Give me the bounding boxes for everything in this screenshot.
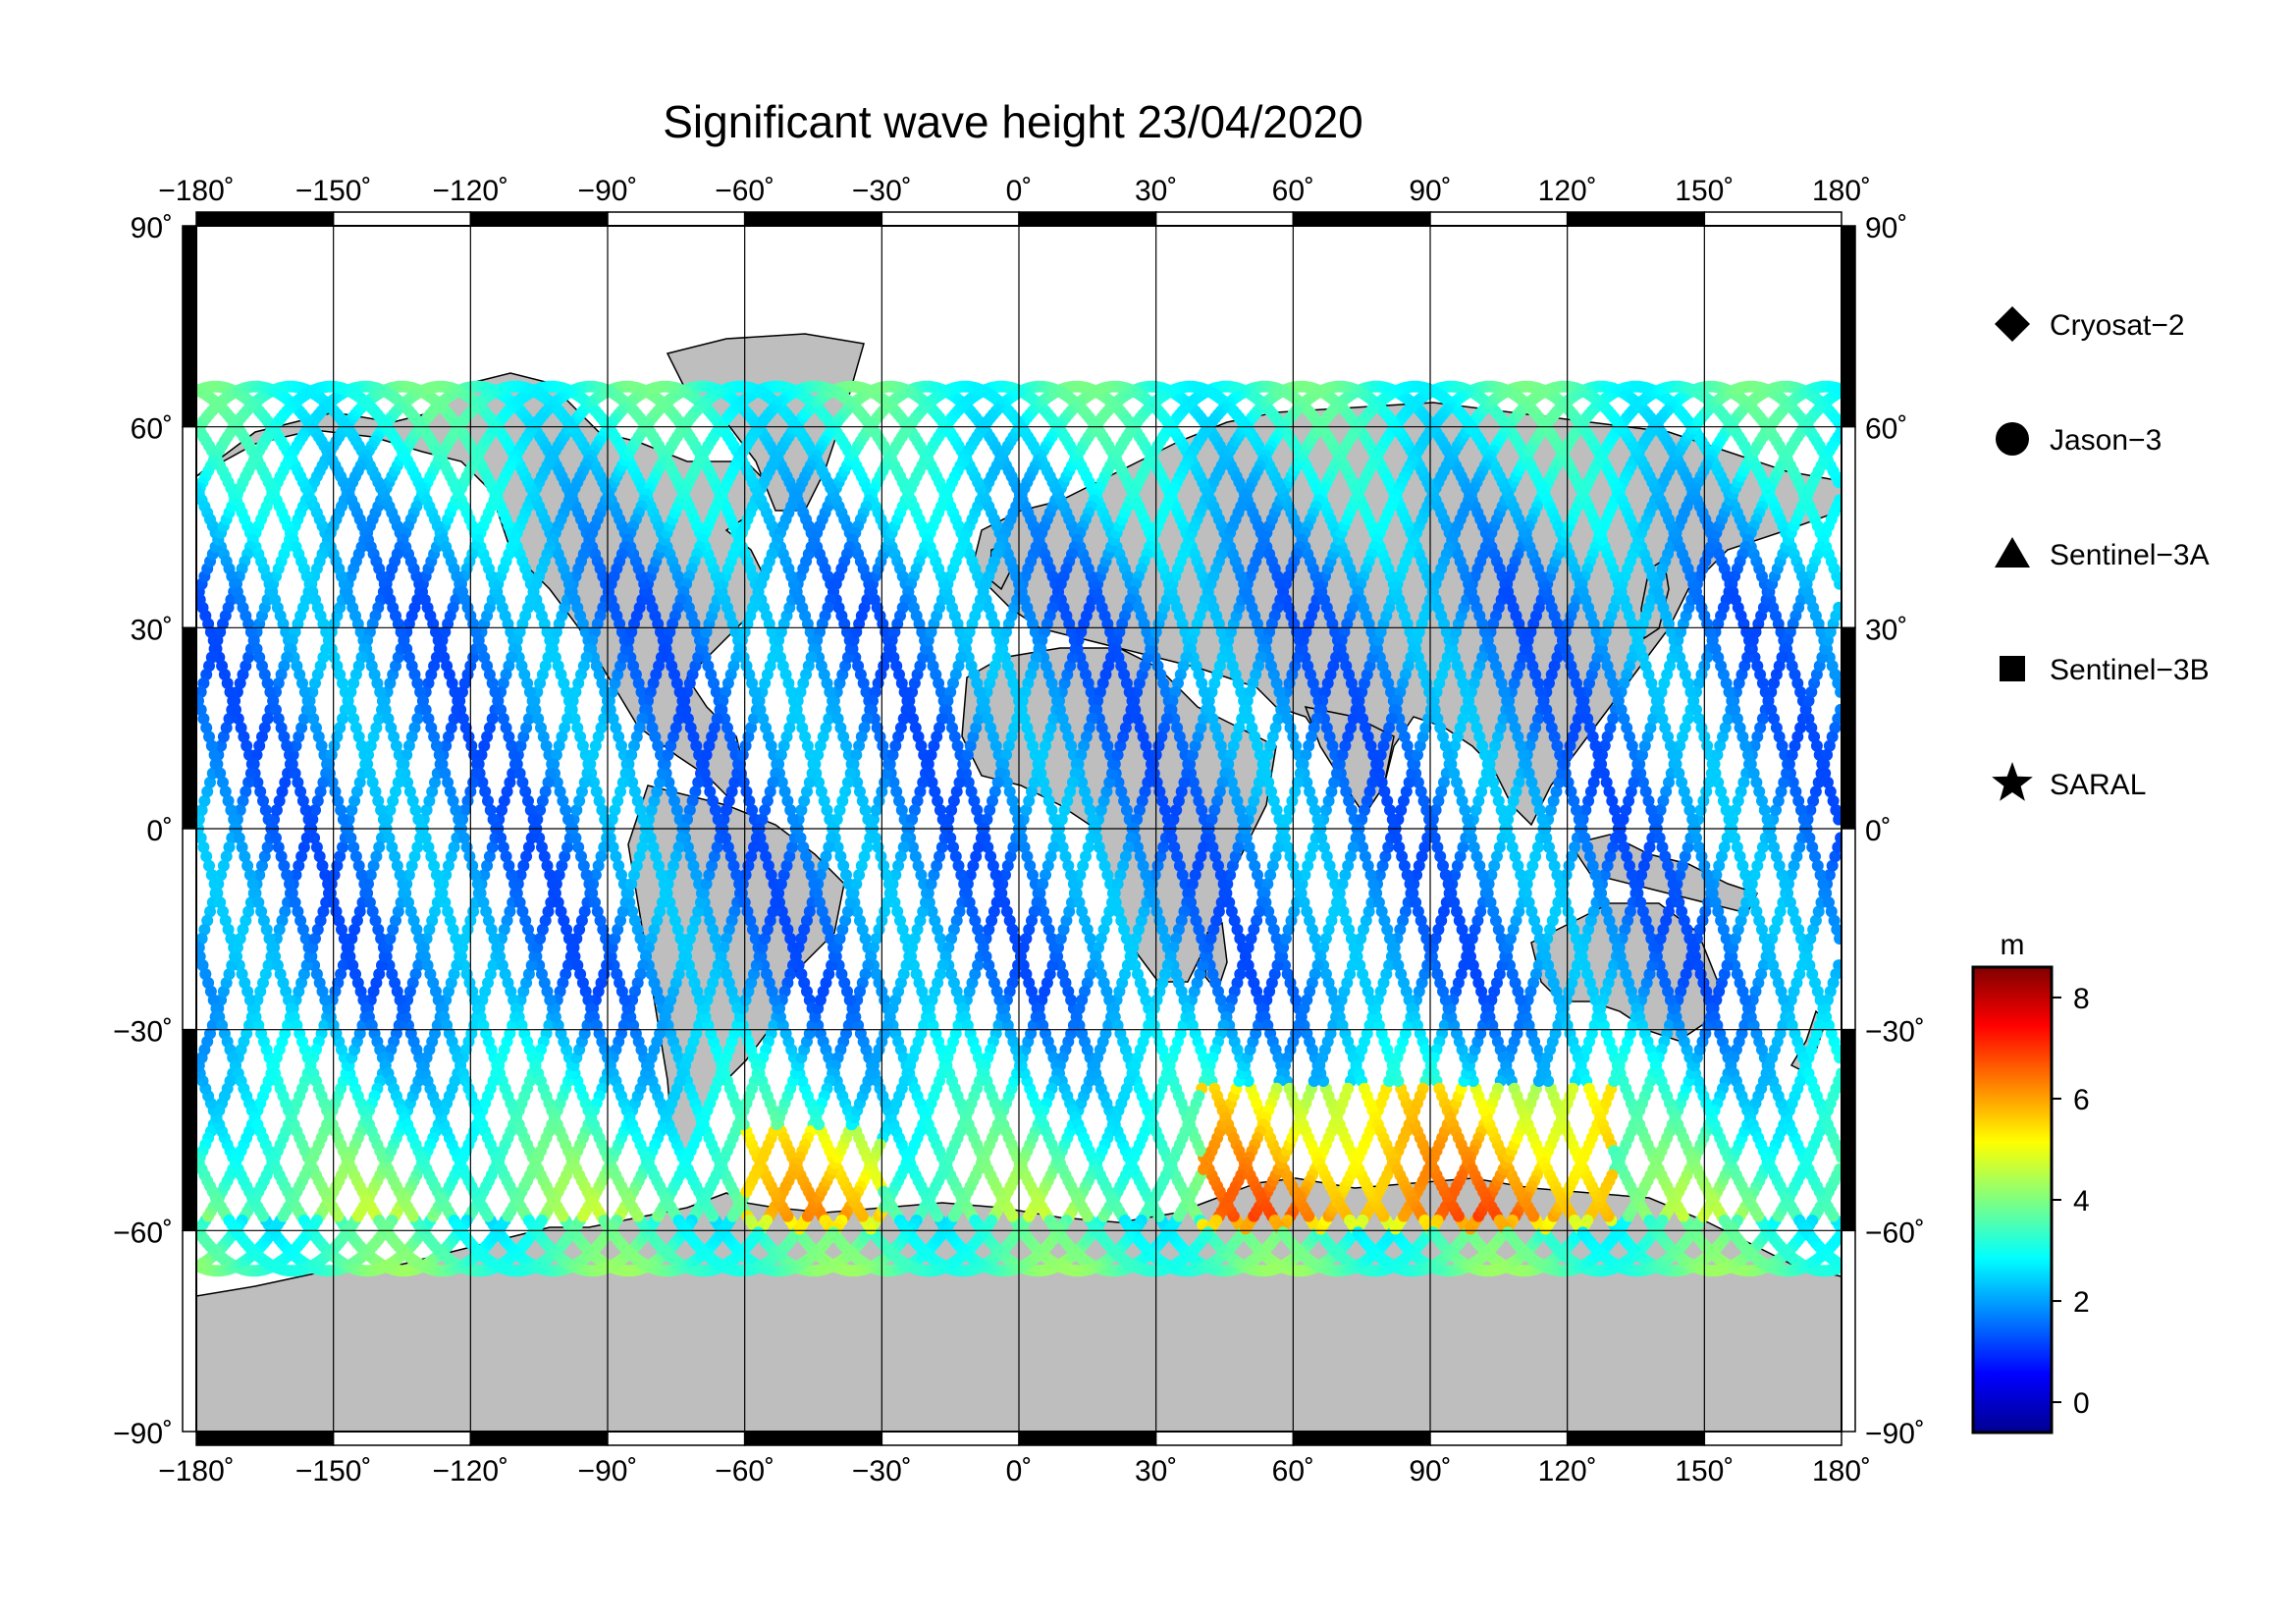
track-point [607,840,619,853]
track-point [1001,859,1014,872]
track-point [986,914,998,927]
track-point [1038,905,1050,918]
track-point [593,794,606,807]
track-point [628,914,641,927]
track-point [596,804,609,817]
track-point [571,722,584,734]
track-point [273,794,286,807]
track-point [1454,722,1467,734]
track-point [1045,933,1058,945]
track-point [1435,785,1448,798]
track-point [1056,968,1069,981]
track-point [969,968,982,981]
track-point [1004,850,1017,863]
track-point [576,739,589,752]
track-point [1021,850,1034,863]
track-point [279,776,292,788]
track-point [220,722,233,734]
track-point [1018,840,1031,853]
track-point [198,794,211,807]
track-point [972,959,985,972]
track-point [1824,785,1837,798]
track-point [1415,850,1428,863]
track-point [1399,905,1412,918]
track-point [196,813,205,826]
track-point [558,676,570,689]
track-point [276,785,289,798]
track-point [293,730,305,743]
satellite-tracks [196,380,1842,1277]
track-point [1040,914,1052,927]
track-point [1429,804,1442,817]
track-point [201,785,214,798]
track-point [1418,840,1431,853]
track-point [1830,804,1842,817]
track-point [215,739,228,752]
track-point [988,905,1000,918]
track-point [613,859,625,872]
track-point [1042,923,1055,936]
track-point [1383,959,1396,972]
track-point [1794,685,1807,698]
track-point [615,869,627,882]
track-point [270,804,283,817]
track-point [631,923,644,936]
track-point [290,739,302,752]
track-point [1827,794,1840,807]
track-point [1805,722,1818,734]
track-point [610,850,622,863]
track-point [634,933,647,945]
track-point [1810,739,1823,752]
track-point [1432,794,1445,807]
track-point [1024,859,1037,872]
track-point [1451,730,1464,743]
track-point [1027,869,1039,882]
track-point [1413,859,1425,872]
track-point [1438,776,1450,788]
track-point [1468,676,1480,689]
track-point [626,905,639,918]
track-point [1808,730,1821,743]
track-point [1822,776,1834,788]
track-point [1449,739,1462,752]
track-point [223,713,236,725]
track-point [1007,840,1020,853]
track-point [561,685,573,698]
track-point [1397,914,1410,927]
track-point [1457,713,1469,725]
track-point [196,804,208,817]
track-point [588,776,600,788]
track-point [590,785,603,798]
track-point [983,923,995,936]
track-point [999,869,1011,882]
track-point [1411,869,1422,882]
track-point [1394,923,1407,936]
map-title: Significant wave height 23/04/2020 [663,96,1363,147]
track-point [217,730,230,743]
track-point [574,730,587,743]
track-point [204,776,216,788]
track-point [1833,813,1842,826]
